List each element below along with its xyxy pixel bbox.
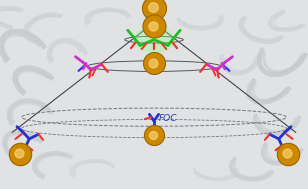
Point [151,61,156,64]
Point [17,152,22,155]
Circle shape [134,27,174,52]
Point [151,5,156,9]
Point [151,24,156,27]
Point [152,25,156,28]
Point [152,6,156,9]
Point [151,133,156,136]
Point [285,152,290,155]
Point [152,62,156,65]
Point [18,153,22,156]
Point [286,153,290,156]
Point [152,134,156,137]
Text: FOC: FOC [159,114,177,123]
